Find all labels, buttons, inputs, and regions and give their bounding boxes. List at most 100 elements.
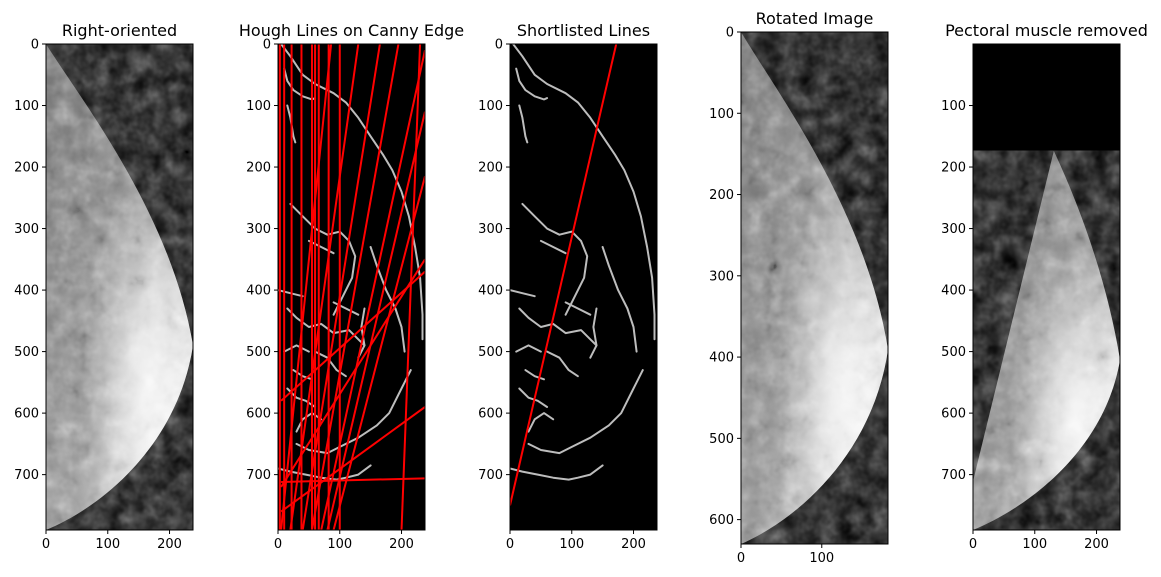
edge-curve bbox=[286, 307, 366, 347]
panel-title: Rotated Image bbox=[756, 9, 874, 28]
y-tick-label: 700 bbox=[941, 468, 966, 483]
y-tick-label: 200 bbox=[246, 161, 271, 176]
panel-title: Right-oriented bbox=[62, 21, 177, 40]
dense-region bbox=[741, 32, 888, 544]
y-tick-label: 100 bbox=[478, 99, 503, 114]
y-tick-label: 700 bbox=[478, 468, 503, 483]
image-background bbox=[510, 44, 657, 530]
edge-curve bbox=[546, 350, 579, 378]
x-tick-label: 100 bbox=[809, 551, 834, 566]
axes-frame bbox=[972, 43, 1121, 531]
axes-frame bbox=[509, 43, 658, 531]
y-tick-label: 400 bbox=[941, 284, 966, 299]
edge-curve bbox=[527, 412, 555, 433]
edge-curve bbox=[283, 344, 310, 353]
panel-1: Right-oriented 0 100 200 300 400 500 600 700 0 100… bbox=[14, 21, 194, 552]
panel-2: Hough Lines on Canny Edge010020030040050… bbox=[239, 21, 464, 552]
edge-curve bbox=[524, 369, 545, 381]
y-tick-label: 200 bbox=[709, 188, 734, 203]
dense-region bbox=[973, 150, 1120, 530]
edge-curve bbox=[510, 289, 536, 298]
y-tick-label: 400 bbox=[709, 351, 734, 366]
dense-region bbox=[46, 44, 193, 530]
edge-curve bbox=[564, 301, 592, 316]
edge-curve bbox=[601, 246, 638, 353]
edge-curve bbox=[521, 202, 589, 316]
edge-curve bbox=[518, 387, 549, 408]
x-tick-label: 0 bbox=[274, 537, 282, 552]
y-tick-label: 600 bbox=[709, 513, 734, 528]
y-tick-label: 300 bbox=[246, 222, 271, 237]
y-tick-label: 300 bbox=[478, 222, 503, 237]
y-tick-label: 700 bbox=[14, 468, 39, 483]
hough-line bbox=[301, 44, 381, 530]
panel-3: Shortlisted Lines 0 100 200 300 400 500 600 700 0… bbox=[478, 21, 658, 552]
edge-curve bbox=[518, 307, 598, 347]
hough-line bbox=[400, 44, 422, 530]
hough-line bbox=[320, 49, 425, 530]
edge-curve bbox=[539, 239, 567, 255]
hough-line bbox=[510, 44, 618, 506]
hough-line bbox=[280, 406, 425, 513]
panel-5: Pectoral muscle removed 100 200 300 400 500 60… bbox=[941, 21, 1148, 552]
y-tick-label: 200 bbox=[478, 161, 503, 176]
y-tick-label: 0 bbox=[726, 26, 734, 41]
hough-line bbox=[310, 44, 400, 530]
y-tick-label: 500 bbox=[246, 345, 271, 360]
edge-curve bbox=[295, 412, 323, 433]
edge-curve bbox=[589, 307, 598, 359]
x-tick-label: 0 bbox=[42, 537, 50, 552]
y-tick-label: 700 bbox=[246, 468, 271, 483]
y-tick-label: 0 bbox=[263, 38, 271, 53]
panel-4: Rotated Image 0 100 200 300 400 500 600 0 100 bbox=[709, 9, 889, 566]
hough-line bbox=[281, 477, 425, 484]
y-tick-label: 300 bbox=[941, 222, 966, 237]
edge-curve bbox=[510, 464, 604, 481]
panel-title: Hough Lines on Canny Edge bbox=[239, 21, 464, 40]
edge-curve bbox=[369, 246, 406, 353]
y-tick-label: 100 bbox=[14, 99, 39, 114]
edge-curve bbox=[289, 202, 357, 316]
edge-curve bbox=[280, 44, 424, 341]
y-tick-label: 0 bbox=[495, 38, 503, 53]
x-tick-label: 0 bbox=[737, 551, 745, 566]
edge-curve bbox=[515, 67, 549, 101]
hough-line bbox=[280, 44, 333, 530]
y-tick-label: 500 bbox=[14, 345, 39, 360]
hough-line bbox=[289, 44, 360, 530]
axes-frame bbox=[45, 43, 194, 531]
edge-curve bbox=[515, 344, 542, 353]
y-tick-label: 0 bbox=[31, 38, 39, 53]
edge-curve bbox=[518, 104, 529, 144]
hough-line bbox=[280, 270, 425, 402]
x-tick-label: 100 bbox=[1022, 537, 1047, 552]
edge-curve bbox=[314, 350, 347, 378]
y-tick-label: 200 bbox=[941, 161, 966, 176]
y-tick-label: 100 bbox=[941, 99, 966, 114]
axes-frame bbox=[740, 31, 889, 545]
x-tick-label: 200 bbox=[389, 537, 414, 552]
y-tick-label: 600 bbox=[246, 407, 271, 422]
axes-frame bbox=[277, 43, 426, 531]
hough-line bbox=[332, 176, 425, 530]
y-tick-label: 400 bbox=[246, 284, 271, 299]
y-tick-label: 100 bbox=[709, 107, 734, 122]
y-tick-label: 400 bbox=[14, 284, 39, 299]
x-tick-label: 100 bbox=[95, 537, 120, 552]
hough-line bbox=[280, 258, 425, 488]
y-tick-label: 300 bbox=[709, 269, 734, 284]
x-tick-label: 0 bbox=[969, 537, 977, 552]
panel-title: Shortlisted Lines bbox=[517, 21, 650, 40]
x-tick-label: 200 bbox=[157, 537, 182, 552]
y-tick-label: 500 bbox=[941, 345, 966, 360]
y-tick-label: 100 bbox=[246, 99, 271, 114]
edge-curve bbox=[512, 44, 656, 341]
panel-title: Pectoral muscle removed bbox=[945, 21, 1148, 40]
x-tick-label: 0 bbox=[506, 537, 514, 552]
hough-line bbox=[326, 111, 425, 530]
y-tick-label: 300 bbox=[14, 222, 39, 237]
y-tick-label: 400 bbox=[478, 284, 503, 299]
edge-curve bbox=[527, 369, 644, 455]
y-tick-label: 600 bbox=[14, 407, 39, 422]
